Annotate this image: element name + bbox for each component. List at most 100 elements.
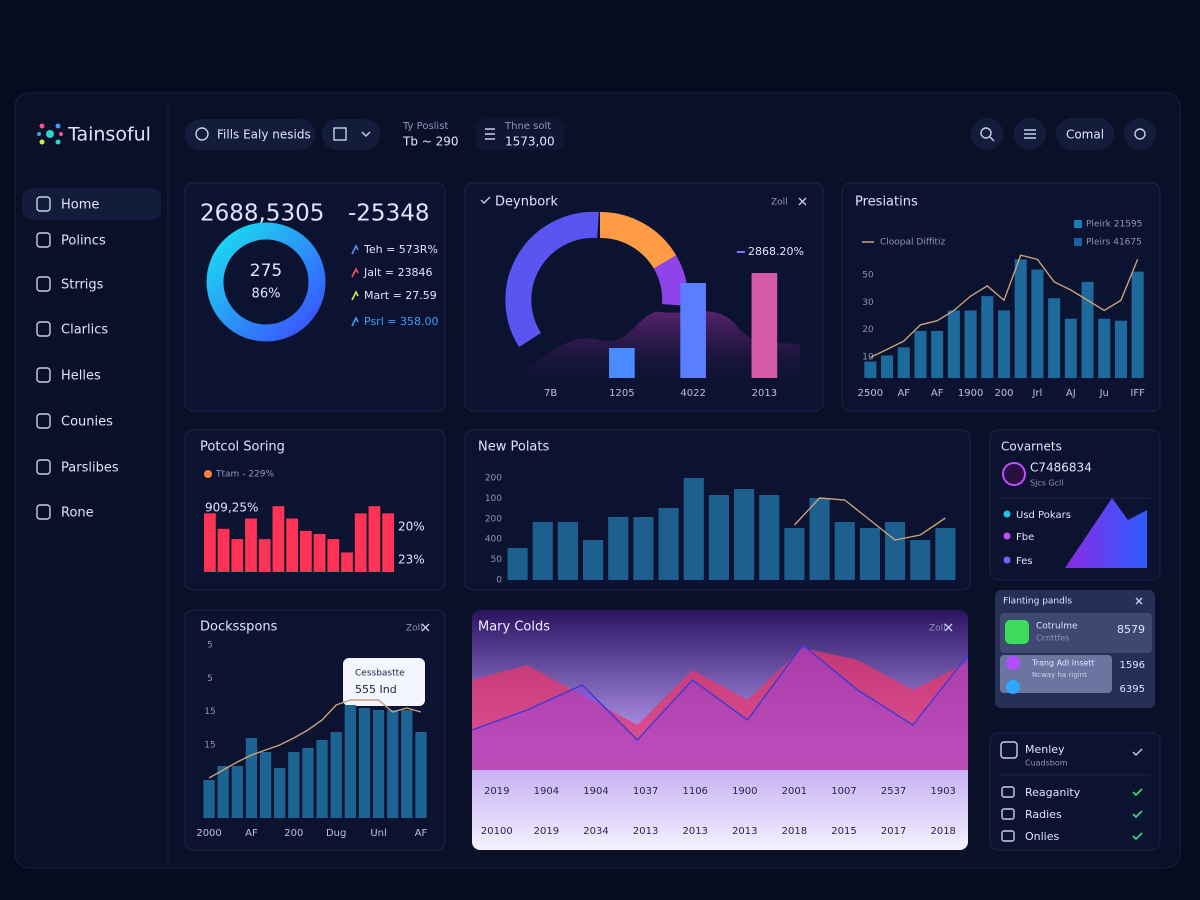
nav-item[interactable]: Home	[61, 198, 99, 213]
panel-title: Deynbork	[495, 195, 558, 210]
icon	[1005, 620, 1029, 644]
x-tick-label: AJ	[1066, 388, 1076, 399]
annotation: 23%	[398, 553, 425, 567]
x-tick-label: 2018	[930, 826, 955, 837]
bar	[259, 752, 272, 818]
bar	[680, 283, 706, 378]
account-sub: Sjcs Gcll	[1030, 479, 1063, 488]
legend-label: Usd Pokars	[1016, 510, 1071, 521]
notification[interactable]	[1000, 655, 1112, 693]
legend-label: Fes	[1016, 556, 1033, 567]
x-tick-label: 2013	[682, 826, 707, 837]
check	[480, 196, 491, 204]
close[interactable]	[1135, 597, 1143, 605]
stat-box	[476, 119, 564, 150]
x-tick-label: 2034	[583, 826, 608, 837]
panel-menu[interactable]: Zoll	[771, 198, 788, 208]
nav-item[interactable]: Parslibes	[61, 461, 119, 476]
check	[1132, 748, 1143, 756]
search-pill[interactable]	[185, 119, 315, 150]
tooltip-text: Cessbastte	[355, 669, 405, 679]
search-text[interactable]: Fills Ealy nesids	[217, 128, 311, 142]
stat-label: Ty Poslist	[402, 121, 448, 132]
nav-item[interactable]: Rone	[61, 506, 94, 521]
bar	[272, 506, 285, 572]
icon	[333, 127, 347, 141]
bar	[382, 513, 395, 572]
nav-item[interactable]: Helles	[61, 369, 101, 384]
list-item[interactable]: Reaganity	[1025, 786, 1081, 799]
settings-button[interactable]	[1124, 118, 1156, 150]
y-tick-label: 10	[862, 353, 874, 363]
bar	[203, 780, 215, 818]
bar	[935, 528, 956, 580]
tooltip	[343, 658, 425, 706]
icon	[980, 127, 992, 139]
y-tick-label: 100	[485, 494, 502, 504]
x-tick-label: 1904	[534, 786, 559, 797]
x-tick-label: 2500	[858, 388, 883, 399]
legend-swatch	[1074, 220, 1082, 228]
notification[interactable]	[1000, 613, 1152, 653]
legend-swatch	[204, 470, 212, 478]
nav-active	[22, 188, 161, 220]
x-tick-label: 1007	[831, 786, 856, 797]
nav-item[interactable]: Strrigs	[61, 278, 104, 293]
list-item[interactable]: Radies	[1025, 808, 1062, 821]
stat-value: Tb ~ 290	[402, 135, 459, 149]
annotation: 909,25%	[205, 501, 258, 515]
panel-title: New Polats	[478, 440, 549, 455]
close[interactable]	[798, 197, 807, 206]
view-select[interactable]	[322, 119, 380, 150]
close[interactable]	[944, 623, 953, 632]
nav-item[interactable]: Polincs	[61, 234, 106, 249]
bar	[203, 513, 216, 572]
panel-title: Potcol Soring	[200, 440, 285, 455]
bar	[302, 748, 314, 818]
bar	[683, 478, 704, 580]
icon	[989, 136, 995, 142]
legend-label: Pleirk 21595	[1086, 220, 1142, 230]
legend-dot	[1003, 510, 1011, 518]
list-icon	[1001, 808, 1015, 820]
search-button[interactable]	[971, 118, 1003, 150]
legend-glyph	[351, 244, 359, 255]
icon	[1134, 128, 1146, 140]
bar	[245, 518, 257, 572]
bar	[372, 710, 385, 818]
y-tick-label: 5	[207, 641, 213, 651]
panel-menu[interactable]: Zoll	[929, 624, 946, 634]
bar	[759, 495, 780, 580]
x-tick-label: 1900	[958, 388, 983, 399]
x-tick-label: 2013	[732, 826, 757, 837]
close[interactable]	[421, 623, 430, 632]
x-tick-label: Dug	[326, 828, 346, 839]
legend-dot	[1003, 556, 1011, 564]
icon	[195, 127, 209, 141]
x-tick-label: 1205	[609, 388, 634, 399]
y-tick-label: 200	[485, 474, 502, 484]
account-id: C7486834	[1030, 461, 1092, 475]
nav-item[interactable]: Clarlics	[61, 323, 108, 338]
x-tick-label: 4022	[680, 388, 705, 399]
x-tick-label: 1903	[930, 786, 955, 797]
bar	[881, 355, 894, 378]
nav-item[interactable]: Counies	[61, 415, 113, 430]
nav-icon	[36, 196, 51, 212]
panel-menu[interactable]: Zoll	[406, 624, 423, 634]
bar	[809, 498, 830, 580]
nav-icon	[36, 321, 51, 337]
legend-label: Cloopal Diffitiz	[880, 238, 946, 248]
bar	[734, 489, 755, 580]
list-item[interactable]: Onlies	[1025, 830, 1060, 843]
nav: Home Polincs Strrigs Clarlics Helles Counies P…	[36, 196, 119, 521]
bar	[313, 533, 326, 572]
button-label[interactable]: Comal	[1066, 128, 1104, 142]
bar	[231, 539, 244, 572]
button[interactable]	[1056, 118, 1114, 150]
kpi: 2688,5305	[200, 201, 324, 227]
check	[1132, 810, 1143, 819]
wave	[505, 311, 800, 378]
